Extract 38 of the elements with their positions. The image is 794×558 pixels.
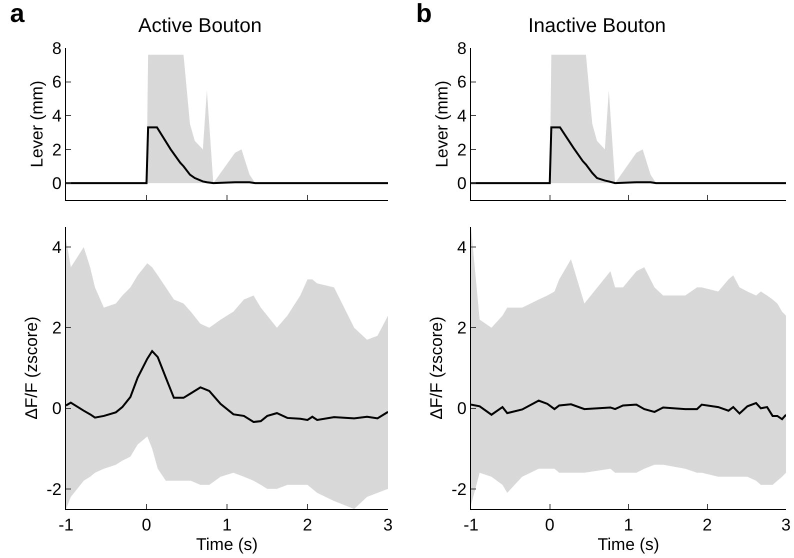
x-axis-title: Time (s) (196, 534, 258, 554)
y-tick-label: 0 (52, 174, 62, 194)
y-tick-label: 2 (52, 140, 62, 160)
y-tick-label: 4 (457, 238, 467, 258)
x-tick-label: 2 (702, 515, 712, 534)
text: b (416, 0, 432, 28)
x-tick-label: 1 (222, 515, 232, 534)
y-axis-title: Lever (mm) (28, 80, 47, 168)
y-axis-title: Lever (mm) (432, 80, 452, 168)
y-tick-label: 0 (52, 399, 62, 418)
y-tick-label: 4 (457, 106, 467, 126)
x-axis-title: Time (s) (598, 534, 660, 554)
x-tick-label: 2 (302, 515, 312, 534)
y-tick-label: 4 (52, 106, 62, 126)
x-tick-label: 3 (781, 515, 791, 534)
y-tick-label: 8 (52, 38, 62, 58)
x-tick-label: 0 (142, 515, 152, 534)
y-tick-label: 6 (457, 72, 467, 92)
x-tick-label: 1 (624, 515, 634, 534)
y-axis-title: ΔF/F (zscore) (427, 316, 446, 420)
y-tick-label: 2 (52, 318, 62, 338)
x-tick-label: 3 (383, 515, 393, 534)
x-tick-label: -1 (463, 515, 479, 534)
y-tick-label: -2 (46, 480, 62, 499)
y-tick-label: 2 (457, 140, 467, 160)
y-tick-label: 0 (457, 399, 467, 418)
text: a (10, 0, 25, 28)
y-axis-title: ΔF/F (zscore) (22, 316, 42, 420)
y-tick-label: 8 (457, 38, 467, 58)
y-tick-label: 0 (457, 174, 467, 194)
chart-title: Inactive Bouton (528, 15, 666, 37)
chart-title: Active Bouton (138, 15, 262, 37)
y-tick-label: -2 (451, 480, 467, 499)
y-tick-label: 4 (52, 238, 62, 258)
y-tick-label: 6 (52, 72, 62, 92)
y-tick-label: 2 (457, 318, 467, 338)
x-tick-label: -1 (58, 515, 74, 534)
x-tick-label: 0 (545, 515, 554, 534)
